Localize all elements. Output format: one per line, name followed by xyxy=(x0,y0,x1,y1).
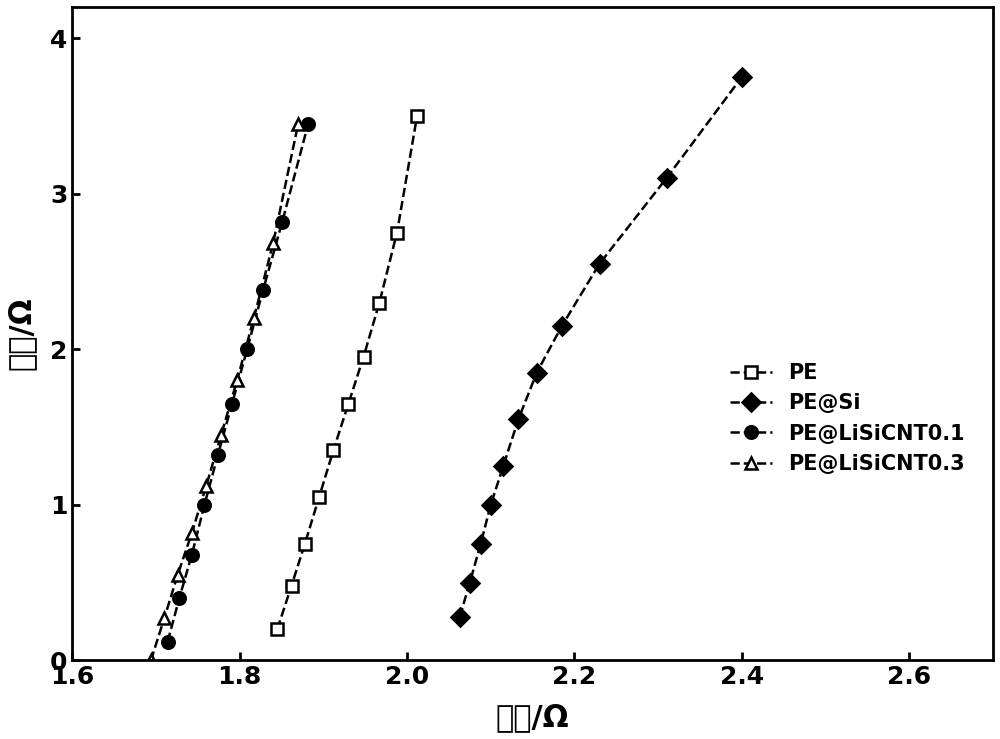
PE xyxy=(286,581,298,590)
PE@LiSiCNT0.3 xyxy=(200,482,212,491)
PE@LiSiCNT0.3 xyxy=(145,656,157,665)
PE@Si xyxy=(454,613,466,621)
PE@LiSiCNT0.3 xyxy=(172,571,184,579)
PE@LiSiCNT0.3 xyxy=(248,313,260,322)
PE xyxy=(411,112,423,120)
PE xyxy=(327,446,339,454)
Line: PE: PE xyxy=(271,109,423,636)
PE@Si xyxy=(531,368,543,377)
Y-axis label: 虚部/Ω: 虚部/Ω xyxy=(7,297,36,370)
Legend: PE, PE@Si, PE@LiSiCNT0.1, PE@LiSiCNT0.3: PE, PE@Si, PE@LiSiCNT0.1, PE@LiSiCNT0.3 xyxy=(722,355,973,483)
PE@LiSiCNT0.3 xyxy=(231,376,243,385)
PE@LiSiCNT0.1 xyxy=(162,637,174,646)
PE@Si xyxy=(594,259,606,268)
PE@LiSiCNT0.3 xyxy=(267,239,279,248)
PE@LiSiCNT0.3 xyxy=(215,430,227,439)
PE@Si xyxy=(661,174,673,183)
PE@Si xyxy=(556,321,568,330)
Line: PE@Si: PE@Si xyxy=(454,71,748,623)
PE xyxy=(271,624,283,633)
PE@LiSiCNT0.1 xyxy=(241,345,253,354)
PE xyxy=(313,492,325,501)
PE xyxy=(342,399,354,408)
PE@Si xyxy=(475,539,487,548)
PE@LiSiCNT0.1 xyxy=(212,451,224,460)
PE xyxy=(358,353,370,361)
PE@LiSiCNT0.1 xyxy=(198,500,210,509)
PE xyxy=(373,298,385,307)
Line: PE@LiSiCNT0.1: PE@LiSiCNT0.1 xyxy=(161,118,315,648)
PE@Si xyxy=(464,578,476,587)
PE@LiSiCNT0.3 xyxy=(292,119,304,128)
PE xyxy=(299,539,311,548)
PE@LiSiCNT0.1 xyxy=(226,399,238,408)
PE@LiSiCNT0.1 xyxy=(257,286,269,295)
PE xyxy=(391,228,403,237)
PE@LiSiCNT0.1 xyxy=(276,217,288,226)
PE@LiSiCNT0.3 xyxy=(186,528,198,537)
PE@Si xyxy=(485,500,497,509)
Line: PE@LiSiCNT0.3: PE@LiSiCNT0.3 xyxy=(145,118,304,667)
PE@Si xyxy=(497,461,509,470)
PE@Si xyxy=(512,415,524,423)
PE@Si xyxy=(736,72,748,81)
PE@LiSiCNT0.1 xyxy=(302,119,314,128)
PE@LiSiCNT0.3 xyxy=(158,614,170,623)
PE@LiSiCNT0.1 xyxy=(173,593,185,602)
PE@LiSiCNT0.1 xyxy=(186,550,198,559)
X-axis label: 实部/Ω: 实部/Ω xyxy=(496,703,569,732)
